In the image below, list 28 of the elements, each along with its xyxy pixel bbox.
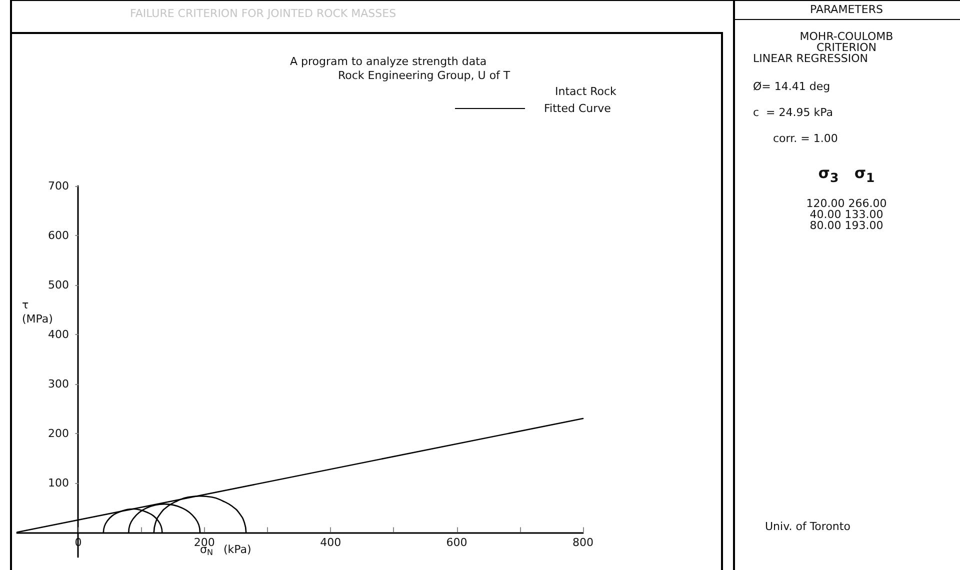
- text: Intact Rock: [555, 85, 618, 98]
- text: CRITERION: [816, 41, 878, 54]
- text: 120.00 266.00: [805, 197, 888, 210]
- y-tick-label: 100: [48, 476, 69, 490]
- x-tick-label: 600: [446, 536, 468, 549]
- text: Rock Engineering Group, U of T: [338, 69, 510, 82]
- text: 80.00 193.00: [808, 219, 884, 232]
- chart-title: FAILURE CRITERION FOR JOINTED ROCK MASSES: [130, 7, 396, 20]
- x-tick-label: 400: [320, 536, 342, 549]
- y-tick-label: 200: [48, 426, 69, 440]
- chart-subtitle: A program to analyze strength data: [290, 55, 487, 68]
- text: c = 24.95 kPa: [753, 106, 833, 119]
- y-tick-label: 700: [48, 180, 69, 192]
- text: PARAMETERS: [809, 3, 884, 16]
- text: MOHR-COULOMB: [798, 30, 894, 43]
- y-tick-label: 300: [48, 377, 69, 390]
- y-axis-title: τ (MPa): [22, 298, 53, 326]
- text: Univ. of Toronto: [765, 520, 850, 533]
- text: Fitted Curve: [544, 102, 612, 115]
- y-tick-label: 600: [48, 228, 69, 242]
- text: LINEAR REGRESSION: [753, 52, 868, 65]
- text: σ$_{3}$ σ$_{1}$: [818, 164, 875, 185]
- y-tick-label: 500: [48, 278, 69, 292]
- y-tick-label: 400: [48, 328, 69, 341]
- text: corr. = 1.00: [773, 132, 838, 145]
- text: 40.00 133.00: [808, 208, 884, 221]
- x-tick-label: 800: [572, 536, 594, 549]
- text: Ø= 14.41 deg: [753, 80, 830, 93]
